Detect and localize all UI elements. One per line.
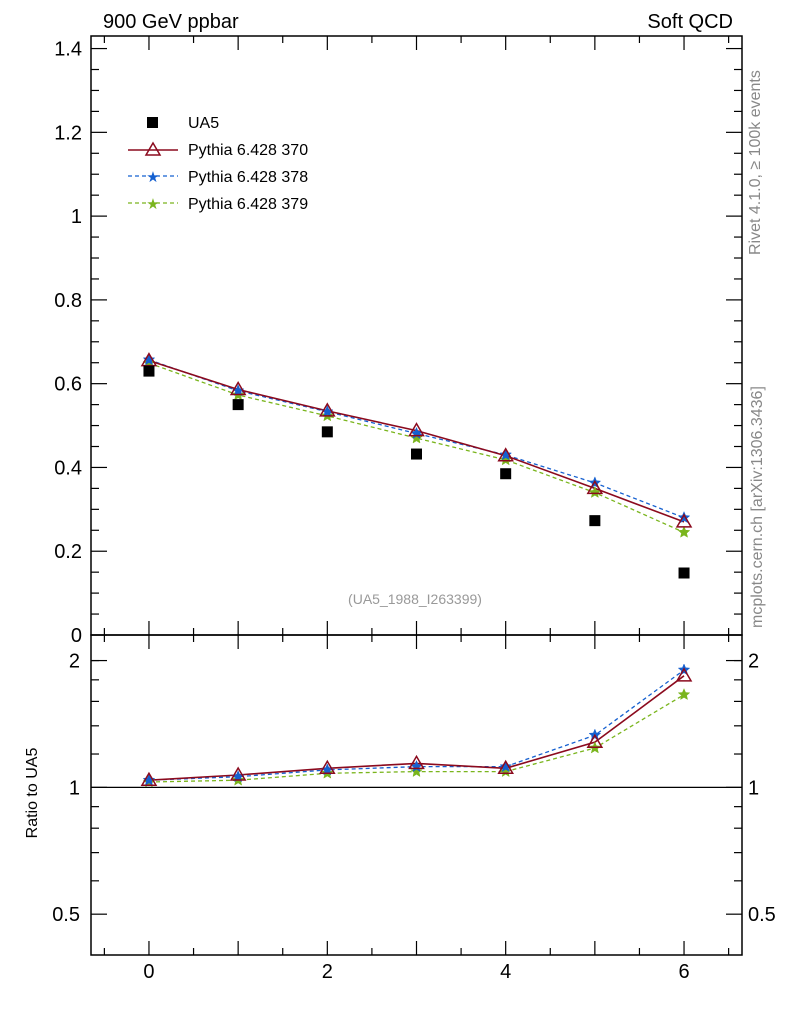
legend: UA5 Pythia 6.428 370 ★ Pythia 6.428 378 …: [128, 115, 308, 213]
legend-label-p379: Pythia 6.428 379: [188, 196, 308, 213]
ratio-marker-p370: [408, 754, 425, 770]
y-tick-label: 0: [71, 625, 82, 647]
series-line-p370: [148, 359, 685, 523]
marker-p370: [586, 479, 604, 495]
chart-title: 900 GeV ppbar: [103, 11, 239, 33]
marker-ua5: [589, 515, 601, 527]
ratio-marker-p370: [586, 733, 604, 748]
analysis-id-label: (UA5_1988_I263399): [348, 591, 482, 607]
ratio-marker-p378: [142, 773, 156, 786]
marker-p370: [408, 422, 425, 437]
ratio-axis-label: Ratio to UA5: [24, 748, 41, 839]
legend-marker-p379: ★: [146, 195, 159, 213]
legend-label-p370: Pythia 6.428 370: [188, 142, 308, 159]
marker-ua5: [411, 448, 422, 460]
marker-ua5: [143, 365, 155, 377]
y-tick-label: 0.6: [54, 374, 82, 396]
main-data-marks: [140, 352, 693, 579]
ratio-marker-p370: [675, 667, 693, 682]
ratio-y-tick-label-right: 1: [748, 777, 759, 799]
y-tick-label: 1: [71, 206, 82, 228]
marker-ua5: [232, 399, 244, 411]
legend-marker-ua5: [147, 117, 158, 128]
ratio-marker-p370: [319, 759, 336, 775]
ratio-y-tick-label-right: 0.5: [748, 904, 776, 926]
x-tick-label: 6: [678, 961, 689, 983]
marker-ua5: [321, 426, 333, 438]
marker-ua5: [500, 468, 512, 480]
y-tick-label: 0.2: [54, 541, 82, 563]
marker-p379: [588, 485, 602, 498]
marker-p379: [677, 525, 691, 538]
legend-label-p378: Pythia 6.428 378: [188, 169, 308, 186]
x-tick-label: 2: [322, 961, 333, 983]
legend-marker-p378: ★: [146, 168, 159, 186]
x-tick-label: 4: [500, 961, 511, 983]
ratio-y-tick-label: 2: [69, 651, 80, 673]
marker-p378: [320, 405, 334, 418]
marker-p379: [499, 453, 513, 466]
main-axes: 0 0.2 0.4 0.6 0.8 1 1.2 1.4: [54, 36, 742, 647]
ratio-y-tick-label-right: 2: [748, 651, 759, 673]
legend-label-ua5: UA5: [188, 115, 219, 132]
ratio-marker-p370: [497, 759, 514, 775]
ratio-plot-frame: [90, 634, 743, 956]
ratio-y-tick-label: 1: [69, 777, 80, 799]
ratio-marker-p379: [410, 764, 423, 778]
legend-marker-p370: [144, 141, 162, 156]
x-tick-label: 0: [143, 961, 154, 983]
marker-ua5: [678, 567, 690, 579]
y-tick-label: 0.8: [54, 290, 82, 312]
y-tick-label: 1.2: [54, 122, 82, 144]
mcplots-credit-label: mcplots.cern.ch [arXiv:1306.3436]: [749, 386, 766, 628]
marker-p370: [497, 447, 514, 462]
ratio-marker-p378: [499, 759, 513, 773]
y-tick-label: 1.4: [54, 39, 82, 61]
ratio-marker-p370: [229, 766, 247, 781]
marker-p370: [229, 381, 247, 396]
marker-p378: [142, 353, 156, 366]
y-tick-label: 0.4: [54, 457, 82, 479]
marker-p370: [319, 402, 336, 417]
marker-p370: [675, 513, 693, 528]
ratio-marker-p379: [677, 688, 691, 701]
ratio-marker-p370: [140, 771, 158, 786]
rivet-version-label: Rivet 4.1.0, ≥ 100k events: [747, 70, 764, 255]
chart-subtitle: Soft QCD: [647, 11, 733, 33]
marker-p378: [499, 448, 513, 461]
ratio-axes: 0 2 4 6 0.5 0.5 1 1 2 2: [52, 635, 776, 983]
ratio-y-tick-label: 0.5: [52, 904, 80, 926]
series-line-p379: [148, 362, 685, 533]
ratio-data-marks: [140, 663, 693, 788]
